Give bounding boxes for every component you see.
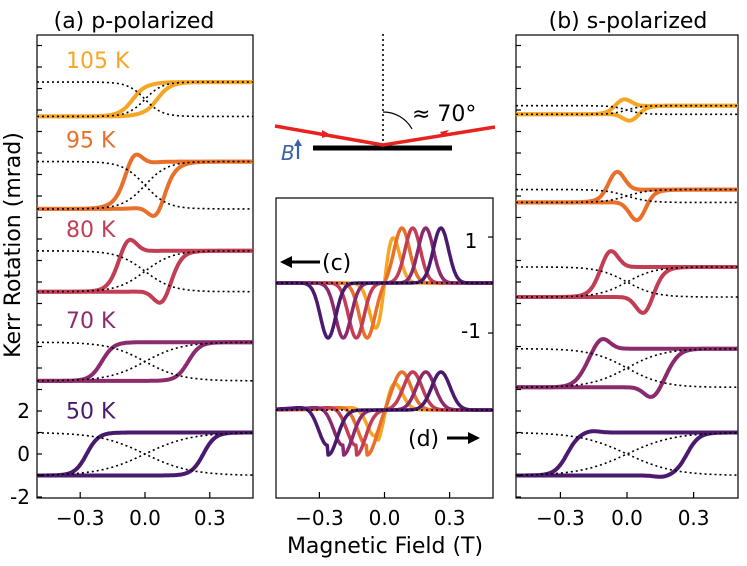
fit-curve	[37, 81, 253, 118]
loop-branch-up	[514, 103, 740, 123]
loop-branch-up	[514, 346, 740, 399]
y-tick-label: 0	[17, 442, 30, 466]
x-tick-label: 0.3	[434, 506, 466, 530]
axis-ticks: −0.3 0.0 0.3 -2 0 2 −0.3 0.0 0.3 −0.3 0.0 0.3	[10, 44, 710, 530]
fit-curve-mirror	[37, 160, 253, 210]
arrow-c-head	[280, 256, 292, 268]
fit-curve-mirror	[516, 266, 738, 298]
panel-a-frame	[36, 34, 254, 499]
annotation-c: (c)	[322, 251, 351, 276]
fit-curve-mirror	[37, 341, 253, 382]
fit-curve	[516, 432, 738, 476]
inset-annotations: (c) (d)	[280, 251, 480, 452]
y-axis-label: Kerr Rotation (mrad)	[1, 132, 26, 358]
angle-label: ≈ 70°	[412, 102, 476, 127]
x-tick-label: −0.3	[536, 506, 585, 530]
inset-curve	[275, 370, 494, 457]
loop-branch-up	[35, 248, 255, 305]
inset-y-tick-label: 1	[465, 229, 478, 253]
series-label: 105 K	[66, 49, 130, 74]
y-tick-label: -2	[10, 485, 30, 509]
fit-curve-mirror	[37, 432, 253, 476]
x-tick-label: 0.3	[678, 506, 710, 530]
fit-curve	[516, 266, 738, 298]
x-tick-label: 0.0	[369, 506, 401, 530]
panel-a-title: (a) p-polarized	[54, 9, 215, 34]
x-tick-label: 0.3	[194, 506, 226, 530]
fit-curve	[516, 347, 738, 389]
panel-b-title: (b) s-polarized	[549, 9, 708, 34]
series-label: 80 K	[66, 218, 116, 243]
loop-branch-up	[514, 430, 740, 479]
series-label: 95 K	[66, 129, 116, 154]
fit-curve-mirror	[37, 250, 253, 293]
beam-arrow-out	[440, 130, 449, 137]
inset-curve	[275, 370, 494, 457]
loop-branch-down	[35, 430, 255, 478]
b-field-arrow-head	[294, 139, 302, 146]
laser-beam	[274, 124, 496, 147]
loop-branch-down	[35, 237, 255, 294]
loop-branch-up	[514, 187, 740, 223]
x-tick-label: −0.3	[56, 506, 105, 530]
series-label: 50 K	[66, 400, 116, 425]
x-tick-label: 0.0	[129, 506, 161, 530]
fit-curve-mirror	[37, 81, 253, 118]
geometry-schematic: ≈ 70° B	[274, 34, 496, 165]
annotation-d: (d)	[408, 427, 439, 452]
panel-inset-frame	[275, 197, 494, 499]
fit-curve-mirror	[516, 347, 738, 389]
fit-curve-mirror	[516, 188, 738, 204]
loop-branch-up	[514, 265, 740, 315]
loop-branch-down	[514, 337, 740, 390]
panel-inset-plot: 1 -1	[275, 226, 494, 457]
series-label: 70 K	[66, 309, 116, 334]
loop-branch-down	[514, 429, 740, 478]
loop-branch-up	[35, 159, 255, 218]
panel-a-plot: 105 K 95 K 80 K 70 K 50 K	[35, 49, 255, 478]
inset-curve	[275, 226, 494, 340]
angle-arc	[382, 111, 413, 130]
panel-b-plot	[514, 97, 740, 479]
fit-curve	[37, 250, 253, 293]
inset-y-tick-label: -1	[461, 319, 481, 343]
x-tick-label: 0.0	[611, 506, 643, 530]
loop-branch-down	[514, 249, 740, 299]
loop-branch-up	[35, 430, 255, 478]
arrow-d-head	[468, 432, 480, 444]
beam-arrow-in	[322, 130, 331, 138]
y-tick-label: 2	[17, 399, 30, 423]
loop-branch-down	[514, 169, 740, 205]
fit-curve-mirror	[516, 432, 738, 476]
b-field-label: B	[281, 141, 295, 165]
x-axis-label: Magnetic Field (T)	[287, 534, 483, 559]
x-tick-label: −0.3	[295, 506, 344, 530]
fit-curve-mirror	[516, 104, 738, 116]
